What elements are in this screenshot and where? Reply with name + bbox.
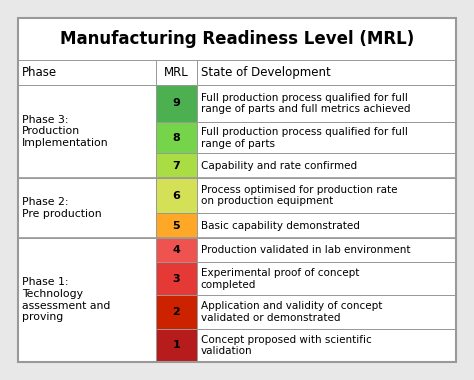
- Text: 4: 4: [173, 245, 180, 255]
- Text: Basic capability demonstrated: Basic capability demonstrated: [201, 220, 360, 231]
- Bar: [197, 238, 456, 262]
- Text: 9: 9: [173, 98, 180, 108]
- Text: Phase 3:
Production
Implementation: Phase 3: Production Implementation: [22, 115, 109, 148]
- Bar: [197, 60, 456, 85]
- Text: Concept proposed with scientific
validation: Concept proposed with scientific validat…: [201, 334, 372, 356]
- Bar: [156, 295, 197, 329]
- Bar: [18, 238, 156, 362]
- Bar: [156, 238, 197, 262]
- Bar: [156, 85, 197, 122]
- Text: Capability and rate confirmed: Capability and rate confirmed: [201, 161, 357, 171]
- Text: Manufacturing Readiness Level (MRL): Manufacturing Readiness Level (MRL): [60, 30, 414, 48]
- Text: State of Development: State of Development: [201, 66, 330, 79]
- Text: Phase 2:
Pre production: Phase 2: Pre production: [22, 197, 101, 218]
- Bar: [156, 122, 197, 154]
- Text: 6: 6: [173, 190, 180, 201]
- Text: 1: 1: [173, 340, 180, 350]
- Bar: [18, 18, 456, 60]
- Text: Production validated in lab environment: Production validated in lab environment: [201, 245, 410, 255]
- Bar: [18, 178, 156, 238]
- Bar: [156, 329, 197, 362]
- Bar: [156, 154, 197, 178]
- Bar: [156, 178, 197, 213]
- Text: 5: 5: [173, 220, 180, 231]
- Bar: [197, 178, 456, 213]
- Bar: [197, 154, 456, 178]
- Text: 3: 3: [173, 274, 180, 284]
- Bar: [197, 295, 456, 329]
- Text: 2: 2: [173, 307, 180, 317]
- Bar: [156, 60, 197, 85]
- Text: MRL: MRL: [164, 66, 189, 79]
- Bar: [197, 329, 456, 362]
- Text: Full production process qualified for full
range of parts and full metrics achie: Full production process qualified for fu…: [201, 93, 410, 114]
- Bar: [18, 85, 156, 178]
- Text: Application and validity of concept
validated or demonstrated: Application and validity of concept vali…: [201, 301, 382, 323]
- Bar: [156, 213, 197, 238]
- Text: 7: 7: [173, 161, 180, 171]
- Text: Phase: Phase: [22, 66, 57, 79]
- Bar: [197, 213, 456, 238]
- Text: Experimental proof of concept
completed: Experimental proof of concept completed: [201, 268, 359, 290]
- Text: Phase 1:
Technology
assessment and
proving: Phase 1: Technology assessment and provi…: [22, 277, 110, 322]
- Text: 8: 8: [173, 133, 180, 143]
- Bar: [197, 262, 456, 295]
- Bar: [156, 262, 197, 295]
- Bar: [197, 122, 456, 154]
- Text: Full production process qualified for full
range of parts: Full production process qualified for fu…: [201, 127, 408, 149]
- Bar: [197, 85, 456, 122]
- Bar: [18, 60, 156, 85]
- Text: Process optimised for production rate
on production equipment: Process optimised for production rate on…: [201, 185, 397, 206]
